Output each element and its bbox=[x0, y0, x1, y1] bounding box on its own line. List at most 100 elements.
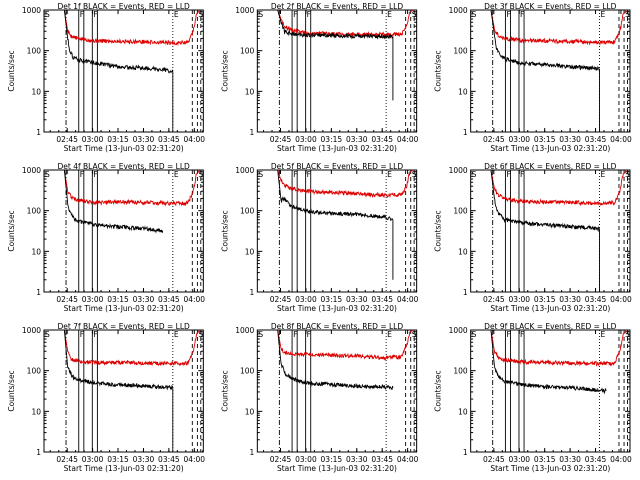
lld-series-line bbox=[470, 10, 627, 46]
time-marker-letter: F bbox=[293, 10, 297, 19]
lld-series-line bbox=[257, 10, 414, 38]
y-tick-label: 1 bbox=[463, 128, 468, 137]
x-axis-label: Start Time (13-Jun-03 02:31:20) bbox=[277, 304, 397, 313]
x-tick-label: 04:00 bbox=[610, 455, 632, 464]
x-tick-label: 02:45 bbox=[56, 295, 78, 304]
plot-frame bbox=[256, 169, 418, 293]
lld-series-line bbox=[470, 170, 627, 207]
time-marker-letter: S bbox=[625, 170, 630, 179]
chart-title: Det 6f BLACK = Events, RED = LLD bbox=[484, 162, 617, 171]
y-axis-label: Counts/sec bbox=[7, 210, 16, 251]
time-marker-letter: S bbox=[45, 170, 50, 179]
chart-title: Det 4f BLACK = Events, RED = LLD bbox=[58, 162, 191, 171]
y-axis-label: Counts/sec bbox=[7, 370, 16, 411]
lld-series-line bbox=[44, 330, 201, 367]
time-marker-letter: S bbox=[258, 330, 263, 339]
y-tick-label: 1 bbox=[36, 288, 41, 297]
x-tick-label: 03:15 bbox=[534, 455, 556, 464]
x-tick-label: 03:30 bbox=[133, 455, 155, 464]
time-marker-letter: S bbox=[472, 330, 477, 339]
chart-panel-3: Det 3f BLACK = Events, RED = LLD 1 10 100 10… bbox=[434, 2, 632, 153]
time-marker-letter: F bbox=[307, 10, 311, 19]
x-tick-label: 02:45 bbox=[483, 135, 505, 144]
x-tick-label: 04:00 bbox=[183, 295, 205, 304]
x-tick-label: 03:15 bbox=[321, 135, 343, 144]
time-marker-letter: E bbox=[387, 10, 392, 19]
time-marker-letter: S bbox=[625, 10, 630, 19]
x-tick-label: 03:00 bbox=[295, 135, 317, 144]
time-marker-letter: E bbox=[387, 330, 392, 339]
x-tick-label: 03:45 bbox=[158, 295, 180, 304]
time-marker-letter: F bbox=[506, 330, 510, 339]
x-tick-label: 03:45 bbox=[371, 295, 393, 304]
time-marker-letter: F bbox=[307, 330, 311, 339]
x-tick-label: 03:15 bbox=[107, 455, 129, 464]
time-marker-letter: F bbox=[506, 10, 510, 19]
lld-series-line bbox=[44, 170, 201, 207]
chart-title: Det 2f BLACK = Events, RED = LLD bbox=[271, 2, 404, 11]
x-tick-label: 04:00 bbox=[610, 295, 632, 304]
time-marker-letter: E bbox=[174, 10, 179, 19]
lld-series-line bbox=[257, 330, 414, 361]
y-tick-label: 100 bbox=[453, 47, 468, 56]
chart-title: Det 3f BLACK = Events, RED = LLD bbox=[484, 2, 617, 11]
chart-panel-5: Det 5f BLACK = Events, RED = LLD 1 10 100 10… bbox=[220, 162, 418, 313]
time-marker-letter: F bbox=[93, 170, 97, 179]
x-tick-label: 03:00 bbox=[82, 135, 104, 144]
time-marker-letter: F bbox=[520, 170, 524, 179]
x-tick-label: 04:00 bbox=[183, 135, 205, 144]
time-marker-letter: F bbox=[293, 170, 297, 179]
chart-panel-7: Det 7f BLACK = Events, RED = LLD 1 10 100 10… bbox=[7, 322, 205, 473]
x-tick-label: 03:30 bbox=[346, 295, 368, 304]
x-tick-label: 03:00 bbox=[508, 135, 530, 144]
x-tick-label: 03:00 bbox=[295, 295, 317, 304]
x-axis-label: Start Time (13-Jun-03 02:31:20) bbox=[490, 304, 610, 313]
x-axis-label: Start Time (13-Jun-03 02:31:20) bbox=[277, 464, 397, 473]
x-tick-label: 03:45 bbox=[371, 135, 393, 144]
time-marker-letter: S bbox=[472, 170, 477, 179]
time-marker-letter: E bbox=[174, 330, 179, 339]
x-tick-label: 02:45 bbox=[483, 455, 505, 464]
events-series-line bbox=[44, 170, 164, 234]
y-axis-label: Counts/sec bbox=[220, 50, 229, 91]
y-tick-label: 10 bbox=[31, 87, 41, 96]
x-tick-label: 03:15 bbox=[107, 135, 129, 144]
x-tick-label: 03:15 bbox=[321, 455, 343, 464]
x-tick-label: 02:45 bbox=[270, 135, 292, 144]
x-axis-label: Start Time (13-Jun-03 02:31:20) bbox=[64, 464, 184, 473]
y-axis-label: Counts/sec bbox=[220, 370, 229, 411]
time-marker-letter: S bbox=[258, 170, 263, 179]
x-tick-label: 02:45 bbox=[270, 295, 292, 304]
x-tick-label: 03:30 bbox=[559, 455, 581, 464]
x-axis-label: Start Time (13-Jun-03 02:31:20) bbox=[64, 144, 184, 153]
y-tick-label: 100 bbox=[27, 47, 42, 56]
x-tick-label: 02:45 bbox=[56, 455, 78, 464]
y-tick-label: 100 bbox=[240, 47, 255, 56]
chart-title: Det 9f BLACK = Events, RED = LLD bbox=[484, 322, 617, 331]
x-tick-label: 04:00 bbox=[397, 455, 419, 464]
x-tick-label: 03:30 bbox=[346, 455, 368, 464]
plot-frame bbox=[470, 329, 631, 453]
y-tick-label: 1000 bbox=[449, 6, 468, 15]
time-marker-letter: S bbox=[625, 330, 630, 339]
x-tick-label: 03:30 bbox=[559, 295, 581, 304]
time-marker-letter: S bbox=[198, 170, 203, 179]
time-marker-letter: S bbox=[198, 10, 203, 19]
y-tick-label: 1 bbox=[250, 288, 255, 297]
x-tick-label: 03:00 bbox=[508, 455, 530, 464]
x-tick-label: 03:00 bbox=[82, 455, 104, 464]
y-tick-label: 1 bbox=[463, 288, 468, 297]
x-tick-label: 03:45 bbox=[585, 295, 607, 304]
chart-panel-4: Det 4f BLACK = Events, RED = LLD 1 10 100 10… bbox=[7, 162, 205, 313]
lld-series-line bbox=[470, 330, 627, 367]
x-axis-label: Start Time (13-Jun-03 02:31:20) bbox=[490, 464, 610, 473]
time-marker-letter: F bbox=[80, 170, 84, 179]
x-axis-label: Start Time (13-Jun-03 02:31:20) bbox=[490, 144, 610, 153]
events-series-line bbox=[257, 10, 394, 101]
x-tick-label: 03:45 bbox=[158, 455, 180, 464]
time-marker-letter: E bbox=[600, 170, 605, 179]
lld-series-line bbox=[257, 170, 414, 199]
y-axis-label: Counts/sec bbox=[7, 50, 16, 91]
events-series-line bbox=[470, 170, 600, 292]
y-tick-label: 1000 bbox=[235, 326, 254, 335]
